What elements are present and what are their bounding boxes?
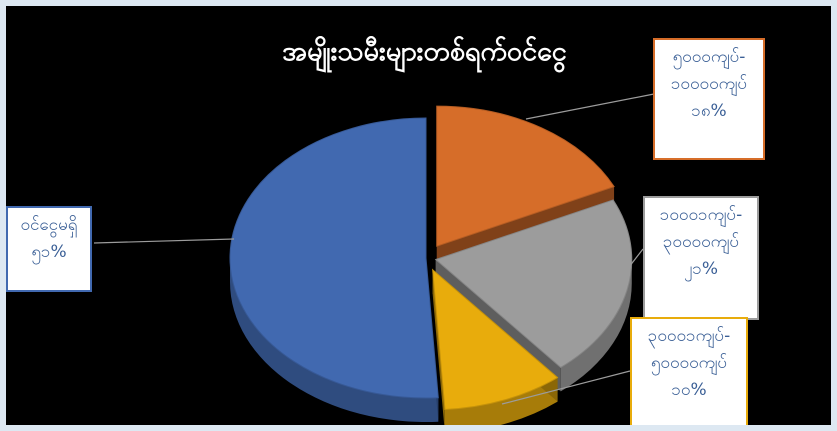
data-label-10001-30000-range-start: ၁၀၀၀၁ကျပ်- [659,205,743,225]
data-label-no-income-category: ဝင်ငွေမရှိ [20,215,78,235]
pie-chart [93,93,655,425]
data-label-5000-10000: ၅၀၀၀ကျပ်- ၁၀၀၀၀ကျပ် ၁၈% [653,38,765,160]
data-label-no-income: ဝင်ငွေမရှိ ၅၁% [6,206,92,292]
pie-slice-1 [436,105,615,247]
data-label-30001-50000-range-end: ၅၀၀၀၀ကျပ် [650,353,728,373]
data-label-5000-10000-range-end: ၁၀၀၀၀ကျပ် [670,74,748,94]
leader-line-2 [607,248,644,295]
data-label-5000-10000-percent: ၁၈% [691,101,727,121]
pie-slice-side-0 [230,258,439,422]
data-label-5000-10000-range-start: ၅၀၀၀ကျပ်- [672,47,746,67]
pie-slice-0 [229,117,439,399]
pie-slice-3 [432,268,559,410]
data-label-30001-50000: ၃၀၀၀၁ကျပ်- ၅၀၀၀၀ကျပ် ၁၀% [630,317,748,425]
data-label-30001-50000-percent: ၁၀% [671,380,707,400]
pie-slice-2 [434,199,633,369]
leader-line-3 [501,370,631,405]
pie-slice-side-2 [560,259,632,392]
data-label-30001-50000-range-start: ၃၀၀၀၁ကျပ်- [647,326,731,346]
data-label-10001-30000-percent: ၂၁% [683,259,719,279]
leader-line-1 [525,93,655,120]
data-label-no-income-percent: ၅၁% [31,242,67,262]
data-label-10001-30000-range-end: ၃၀၀၀၀ကျပ် [662,232,740,252]
chart-title: အမျိုးသမီးများတစ်ရက်ဝင်ငွေ [282,36,567,67]
leader-line-0 [93,238,235,244]
data-label-10001-30000: ၁၀၀၀၁ကျပ်- ၃၀၀၀၀ကျပ် ၂၁% [643,196,759,320]
